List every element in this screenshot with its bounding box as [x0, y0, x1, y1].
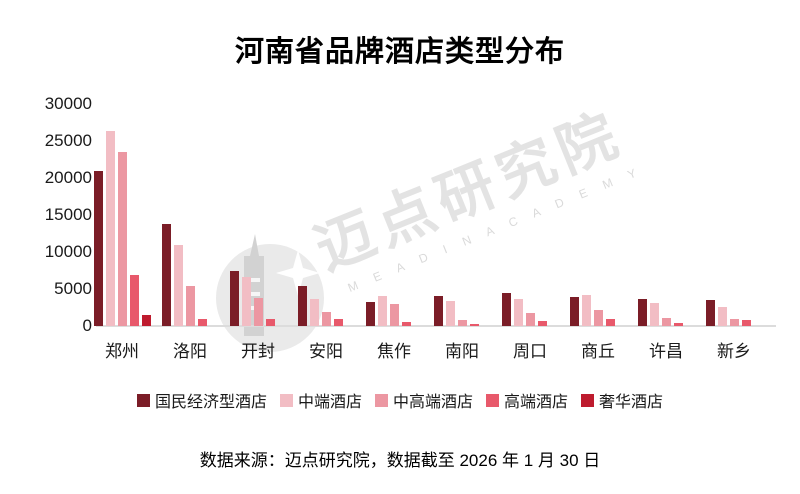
bar — [637, 299, 647, 326]
bar-group-新乡 — [705, 104, 763, 326]
legend-swatch-icon — [486, 393, 499, 407]
bar — [93, 171, 103, 326]
y-axis-tick-label: 30000 — [44, 94, 92, 113]
bar — [673, 323, 683, 326]
bar — [297, 286, 307, 326]
x-axis-label: 商丘 — [581, 342, 615, 361]
y-axis-tick-label: 0 — [82, 316, 92, 335]
bar — [241, 277, 251, 326]
bar-group-南阳 — [433, 104, 491, 326]
legend-swatch-icon — [581, 393, 595, 407]
bar — [433, 296, 443, 326]
bar — [705, 300, 715, 326]
x-axis-label: 洛阳 — [173, 342, 207, 361]
bar — [661, 318, 671, 326]
bar — [649, 303, 659, 326]
bar — [129, 275, 139, 326]
bar — [741, 320, 751, 326]
x-axis-label: 许昌 — [649, 342, 683, 361]
bar — [253, 298, 263, 326]
bar — [117, 152, 127, 326]
bar — [377, 296, 387, 326]
x-axis-label: 南阳 — [445, 342, 479, 361]
bar — [501, 293, 511, 326]
legend-label: 中高端酒店 — [392, 394, 473, 411]
bar — [729, 319, 739, 326]
legend-label: 中端酒店 — [297, 394, 362, 411]
legend-swatch-icon — [136, 393, 150, 407]
bar — [513, 299, 523, 326]
bar-group-洛阳 — [161, 104, 219, 326]
bar — [321, 312, 331, 326]
data-source-note: 数据来源：迈点研究院，数据截至 2026 年 1 月 30 日 — [199, 451, 601, 470]
y-axis-tick-label: 15000 — [44, 205, 92, 224]
bar — [569, 297, 579, 326]
bar — [537, 321, 547, 326]
x-axis-label: 新乡 — [717, 342, 751, 361]
y-axis-tick-label: 25000 — [44, 131, 92, 150]
legend-item: 中端酒店 — [279, 388, 362, 412]
bar-group-郑州 — [93, 104, 151, 326]
bar — [141, 315, 151, 326]
bar-group-开封 — [229, 104, 287, 326]
legend-item: 中高端酒店 — [374, 388, 473, 412]
legend-item: 国民经济型酒店 — [136, 388, 267, 412]
legend-swatch-icon — [374, 393, 388, 407]
bar — [605, 319, 615, 326]
bar-group-周口 — [501, 104, 559, 326]
bar — [717, 307, 727, 326]
bar — [197, 319, 207, 326]
x-axis-labels: 郑州 洛阳 开封 安阳 焦作 南阳 周口 商丘 许昌 新乡 — [88, 337, 768, 362]
bar — [161, 224, 171, 326]
bar — [445, 301, 455, 326]
legend-label: 高端酒店 — [504, 394, 569, 411]
bar — [525, 313, 535, 326]
bar — [469, 324, 479, 326]
y-axis-tick-label: 20000 — [44, 168, 92, 187]
y-axis-tick-label: 5000 — [54, 279, 92, 298]
x-axis-label: 安阳 — [309, 342, 343, 361]
bar — [265, 319, 275, 326]
bar — [389, 304, 399, 326]
bar — [365, 302, 375, 326]
bar — [457, 320, 467, 326]
bar-group-许昌 — [637, 104, 695, 326]
bar — [309, 299, 319, 326]
bar-group-焦作 — [365, 104, 423, 326]
bar — [173, 245, 183, 326]
chart-title: 河南省品牌酒店类型分布 — [234, 36, 565, 68]
bar — [581, 295, 591, 326]
bar — [593, 310, 603, 326]
x-axis-line — [96, 325, 776, 327]
legend-item: 高端酒店 — [486, 388, 568, 412]
legend-item: 奢华酒店 — [581, 388, 663, 412]
bar-group-商丘 — [569, 104, 627, 326]
bar — [401, 322, 411, 326]
y-axis-tick-label: 10000 — [44, 242, 92, 261]
bar — [229, 271, 239, 326]
legend-label: 国民经济型酒店 — [154, 394, 267, 411]
x-axis-label: 开封 — [241, 342, 275, 361]
bar-group-安阳 — [297, 104, 355, 326]
legend-label: 奢华酒店 — [599, 394, 664, 411]
x-axis-label: 周口 — [513, 342, 547, 361]
bar — [333, 319, 343, 326]
y-axis: 30000 25000 20000 15000 10000 5000 0 — [0, 94, 92, 335]
x-axis-label: 焦作 — [377, 342, 411, 361]
legend: 国民经济型酒店 中端酒店 中高端酒店 高端酒店 奢华酒店 — [0, 388, 800, 412]
bar — [105, 131, 115, 326]
bar — [185, 286, 195, 326]
x-axis-label: 郑州 — [105, 342, 139, 361]
legend-swatch-icon — [279, 393, 293, 407]
plot-area — [88, 104, 768, 326]
